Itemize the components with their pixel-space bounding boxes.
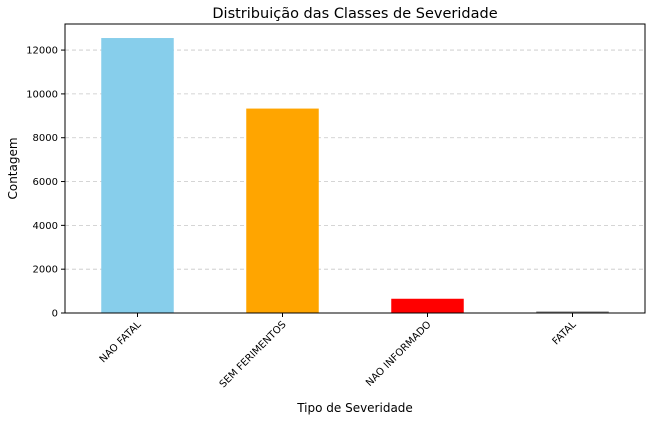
x-tick-label: SEM FERIMENTOS	[218, 319, 289, 390]
y-tick-label: 10000	[26, 89, 58, 100]
bar	[101, 38, 174, 314]
y-tick-label: 6000	[33, 177, 58, 188]
y-tick-label: 2000	[33, 265, 58, 276]
x-axis-label: Tipo de Severidade	[296, 401, 413, 415]
y-axis-label: Contagem	[6, 137, 20, 199]
y-tick-label: 4000	[33, 221, 58, 232]
bar-layer	[101, 38, 609, 314]
y-axis-ticks: 0 2000 4000 6000 8000 10000 12000	[26, 46, 65, 320]
x-axis-ticks: NAO FATAL SEM FERIMENTOS NAO INFORMADO FATA…	[98, 313, 579, 390]
y-tick-label: 12000	[26, 46, 58, 57]
bar	[536, 311, 609, 313]
x-tick-label: NAO INFORMADO	[364, 319, 434, 389]
chart-title: Distribuição das Classes de Severidade	[212, 6, 497, 22]
x-tick-label: NAO FATAL	[98, 319, 144, 365]
x-tick-label: FATAL	[551, 319, 579, 347]
y-tick-label: 0	[52, 309, 58, 320]
plot-frame	[64, 23, 646, 314]
bar	[391, 298, 464, 313]
bar	[246, 108, 319, 313]
grid-layer	[65, 49, 645, 314]
y-tick-label: 8000	[33, 133, 58, 144]
